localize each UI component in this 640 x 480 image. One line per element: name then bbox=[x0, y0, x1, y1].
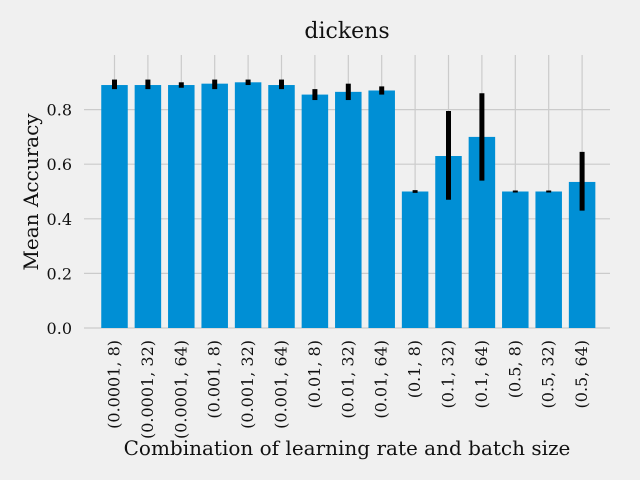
x-tick-label: (0.01, 8) bbox=[305, 340, 324, 408]
x-tick-label: (0.0001, 32) bbox=[138, 340, 157, 439]
bar bbox=[234, 82, 262, 328]
bar bbox=[268, 85, 295, 328]
error-bars-layer bbox=[112, 79, 585, 211]
bar bbox=[301, 94, 329, 329]
x-tick-label: (0.1, 32) bbox=[439, 340, 458, 408]
bars-layer bbox=[101, 82, 596, 329]
bar bbox=[134, 85, 162, 328]
x-tick-label: (0.5, 8) bbox=[505, 340, 524, 398]
x-tick-label: (0.1, 64) bbox=[472, 340, 491, 408]
bar bbox=[168, 85, 195, 328]
x-tick-label: (0.01, 64) bbox=[372, 340, 391, 419]
bar bbox=[368, 90, 395, 329]
bar bbox=[535, 191, 562, 328]
x-tick-label: (0.0001, 8) bbox=[105, 340, 124, 429]
y-tick-label: 0.8 bbox=[47, 101, 72, 120]
y-axis-label: Mean Accuracy bbox=[19, 113, 43, 271]
x-tick-label: (0.1, 8) bbox=[405, 340, 424, 398]
bar bbox=[335, 91, 362, 328]
bar bbox=[101, 85, 128, 328]
y-tick-label: 0.0 bbox=[47, 319, 72, 338]
chart-title: dickens bbox=[304, 19, 389, 44]
x-tick-label: (0.001, 64) bbox=[272, 340, 291, 429]
x-axis-label: Combination of learning rate and batch s… bbox=[124, 436, 571, 460]
x-tick-label: (0.5, 32) bbox=[539, 340, 558, 408]
x-tick-label: (0.5, 64) bbox=[572, 340, 591, 408]
y-tick-label: 0.4 bbox=[47, 210, 72, 229]
x-tick-label: (0.01, 32) bbox=[338, 340, 357, 419]
x-tick-label: (0.0001, 64) bbox=[171, 340, 190, 439]
bar bbox=[401, 191, 429, 328]
y-tick-label: 0.2 bbox=[47, 264, 72, 283]
y-tick-labels: 0.0 0.2 0.4 0.6 0.8 bbox=[47, 101, 72, 338]
bar bbox=[201, 83, 228, 328]
y-tick-label: 0.6 bbox=[47, 155, 72, 174]
bar bbox=[502, 191, 529, 328]
x-tick-label: (0.001, 8) bbox=[205, 340, 224, 419]
x-tick-label: (0.001, 32) bbox=[238, 340, 257, 429]
x-tick-labels: (0.0001, 8) (0.0001, 32) (0.0001, 64) (0.00… bbox=[105, 340, 592, 439]
